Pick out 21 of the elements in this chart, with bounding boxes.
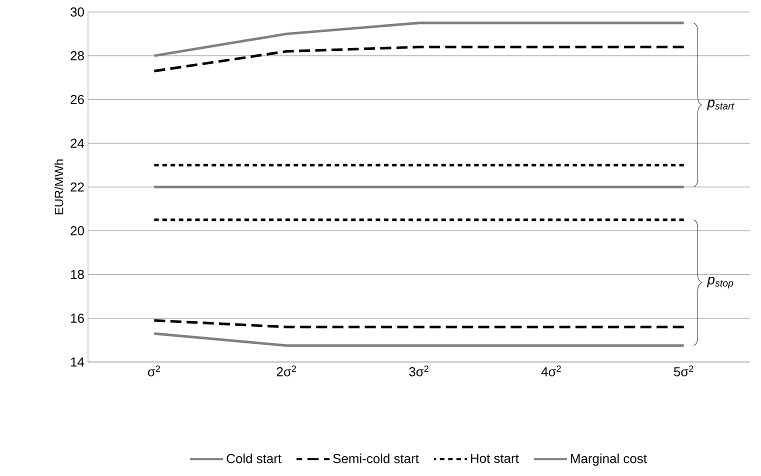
legend-label: Semi-cold start [333,454,419,464]
legend-label: Hot start [471,454,519,463]
y-tick-label: 30 [70,7,84,17]
y-tick-label: 20 [70,226,84,236]
y-tick-label: 14 [71,358,84,366]
annotation: p$_{start}$ [706,100,734,110]
x-tick-label: 3σ$^{2}$ [409,366,428,376]
y-tick-label: 18 [71,270,84,280]
x-tick-label: σ$^{2}$ [148,366,160,376]
y-tick-label: 16 [71,314,84,323]
y-tick-label: 24 [70,138,84,148]
legend-label: Cold start [226,454,282,464]
y-tick-label: 22 [70,182,84,192]
y-axis-title: EUR/MWh [54,160,64,214]
x-tick-label: 5σ$^{2}$ [674,366,694,376]
legend-label: Marginal cost [571,454,647,466]
x-tick-label: 4σ$^{2}$ [541,366,561,376]
x-tick-label: 2σ$^{2}$ [276,366,296,376]
y-tick-label: 26 [70,94,84,104]
annotation: p$_{stop}$ [706,276,734,289]
y-tick-label: 28 [70,51,84,60]
